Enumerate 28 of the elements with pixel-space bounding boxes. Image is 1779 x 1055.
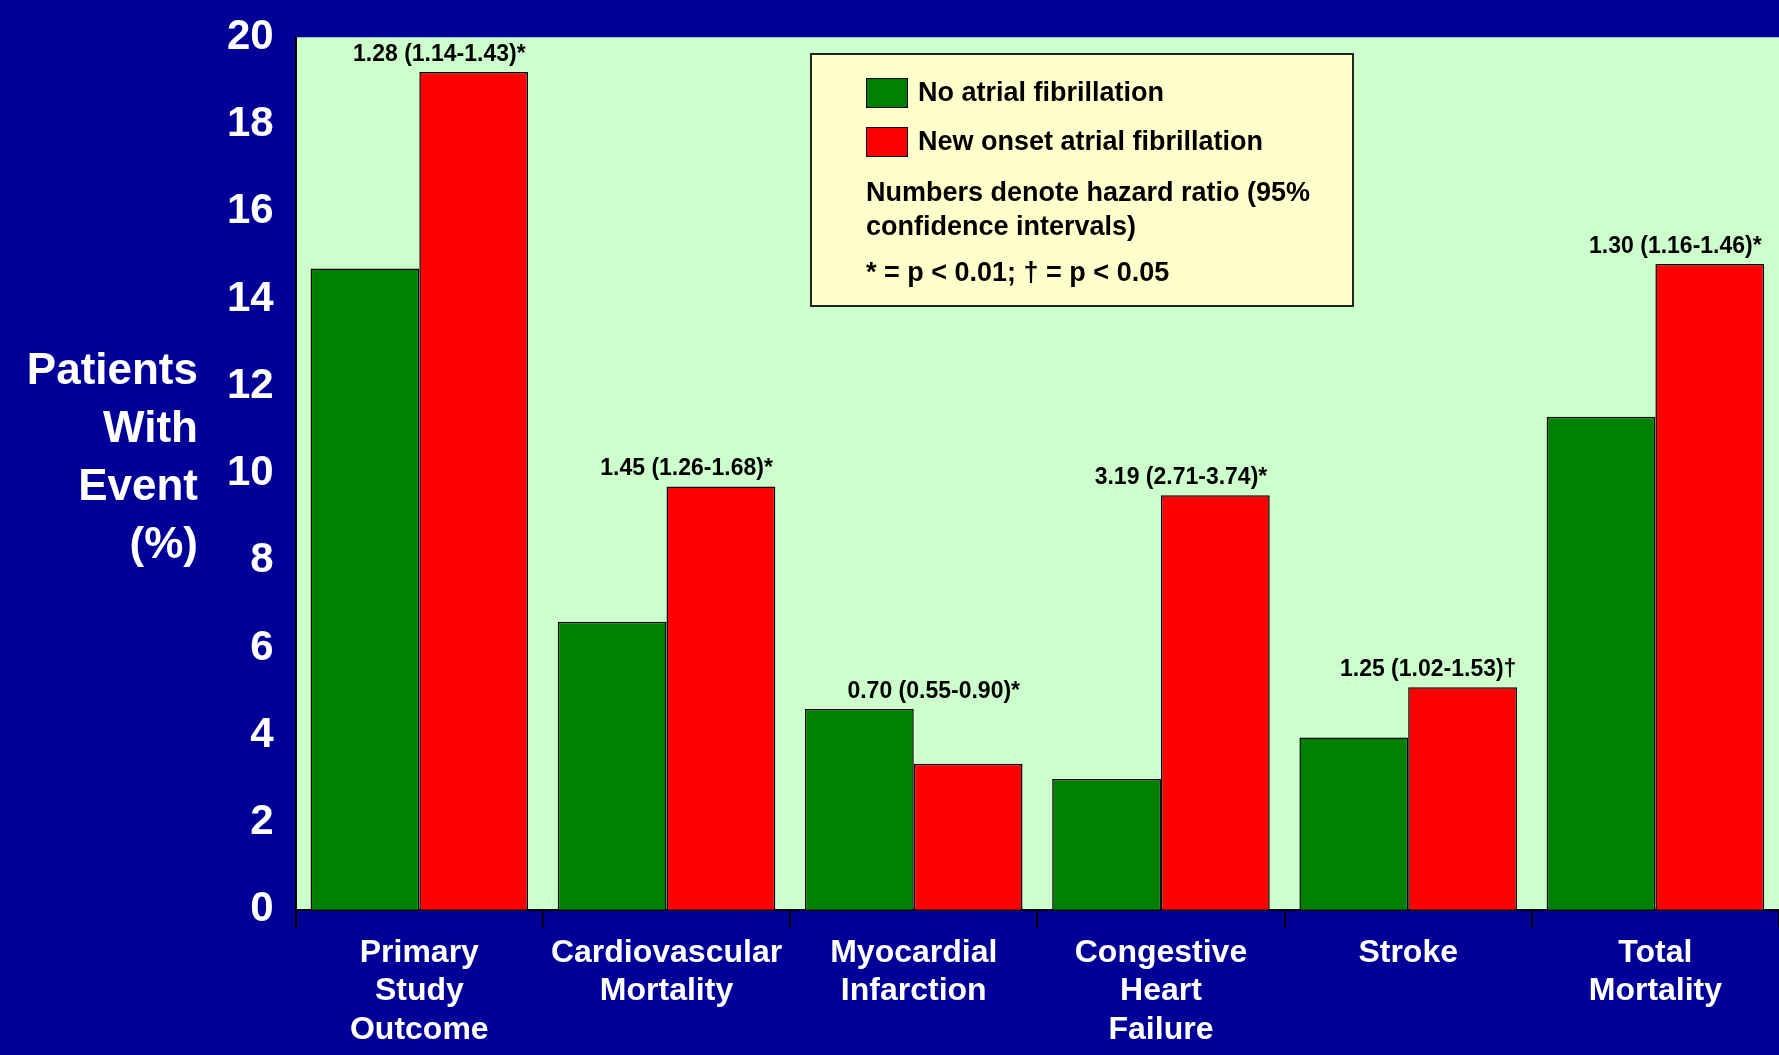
y-tick-label: 14	[227, 272, 275, 320]
annotation: 1.25 (1.02-1.53)†	[1339, 655, 1517, 682]
annotation: Numbers denote hazard ratio (95% confidence intervals)	[866, 176, 1312, 243]
annotation: 1.30 (1.16-1.46)*	[1589, 231, 1762, 258]
y-tick-label: 2	[250, 796, 274, 844]
y-tick-label: 18	[227, 98, 274, 146]
annotation: 0.70 (0.55-0.90)*	[847, 676, 1021, 703]
annotation: 1.45 (1.26-1.68)*	[600, 454, 773, 481]
y-tick-label: 10	[227, 447, 274, 495]
y-tick-label: 6	[250, 621, 274, 669]
x-tick-label: Total Mortality	[1588, 932, 1723, 1008]
x-tick-label: Primary Study Outcome	[349, 932, 489, 1046]
x-tick-label: Stroke	[1358, 932, 1458, 969]
annotation: 1.28 (1.14-1.43)*	[353, 39, 526, 66]
x-tick-label: Myocardial Infarction	[830, 932, 998, 1008]
legend-label: No atrial fibrillation	[918, 77, 1165, 108]
legend-label: New onset atrial fibrillation	[918, 126, 1264, 157]
y-tick-label: 8	[250, 534, 274, 582]
x-tick-label: Cardiovascular Mortality	[550, 932, 783, 1008]
y-tick-label: 0	[250, 883, 274, 931]
y-axis-title: Patients With Event (%)	[25, 343, 198, 569]
annotation: * = p < 0.01; † = p < 0.05	[866, 256, 1171, 289]
y-tick-label: 16	[227, 185, 274, 233]
y-tick-label: 12	[227, 359, 274, 407]
y-tick-label: 20	[227, 10, 274, 58]
x-tick-label: Congestive Heart Failure	[1074, 932, 1248, 1046]
y-tick-label: 4	[250, 708, 275, 756]
annotation: 3.19 (2.71-3.74)*	[1094, 463, 1268, 490]
